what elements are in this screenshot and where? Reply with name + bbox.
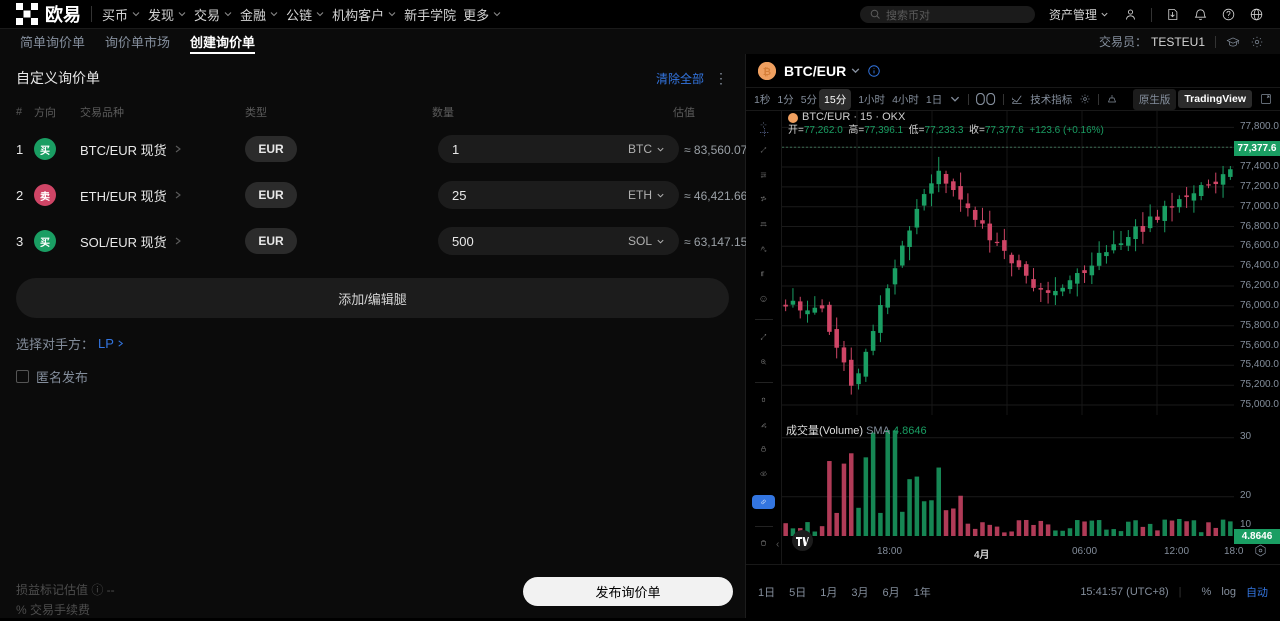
svg-text:₿: ₿ (763, 66, 771, 78)
